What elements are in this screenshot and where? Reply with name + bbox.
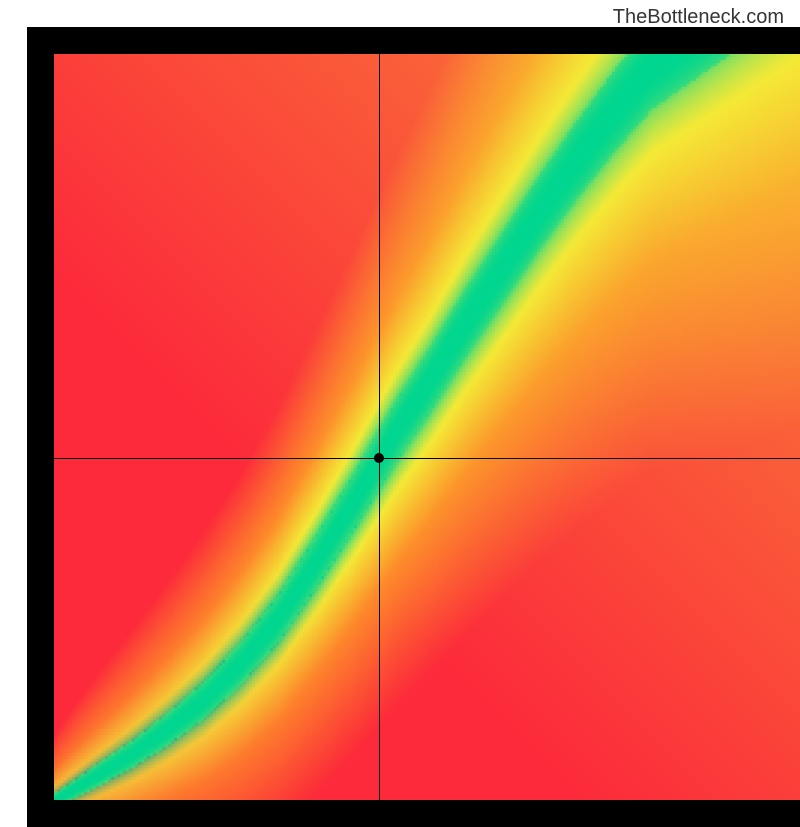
chart-container: TheBottleneck.com [0, 0, 800, 800]
crosshair-marker-dot [374, 453, 384, 463]
watermark-text: TheBottleneck.com [613, 6, 784, 29]
heatmap-area [54, 54, 800, 800]
crosshair-horizontal [54, 458, 800, 459]
plot-frame [27, 27, 800, 827]
crosshair-vertical [379, 54, 380, 800]
heatmap-canvas [54, 54, 800, 800]
